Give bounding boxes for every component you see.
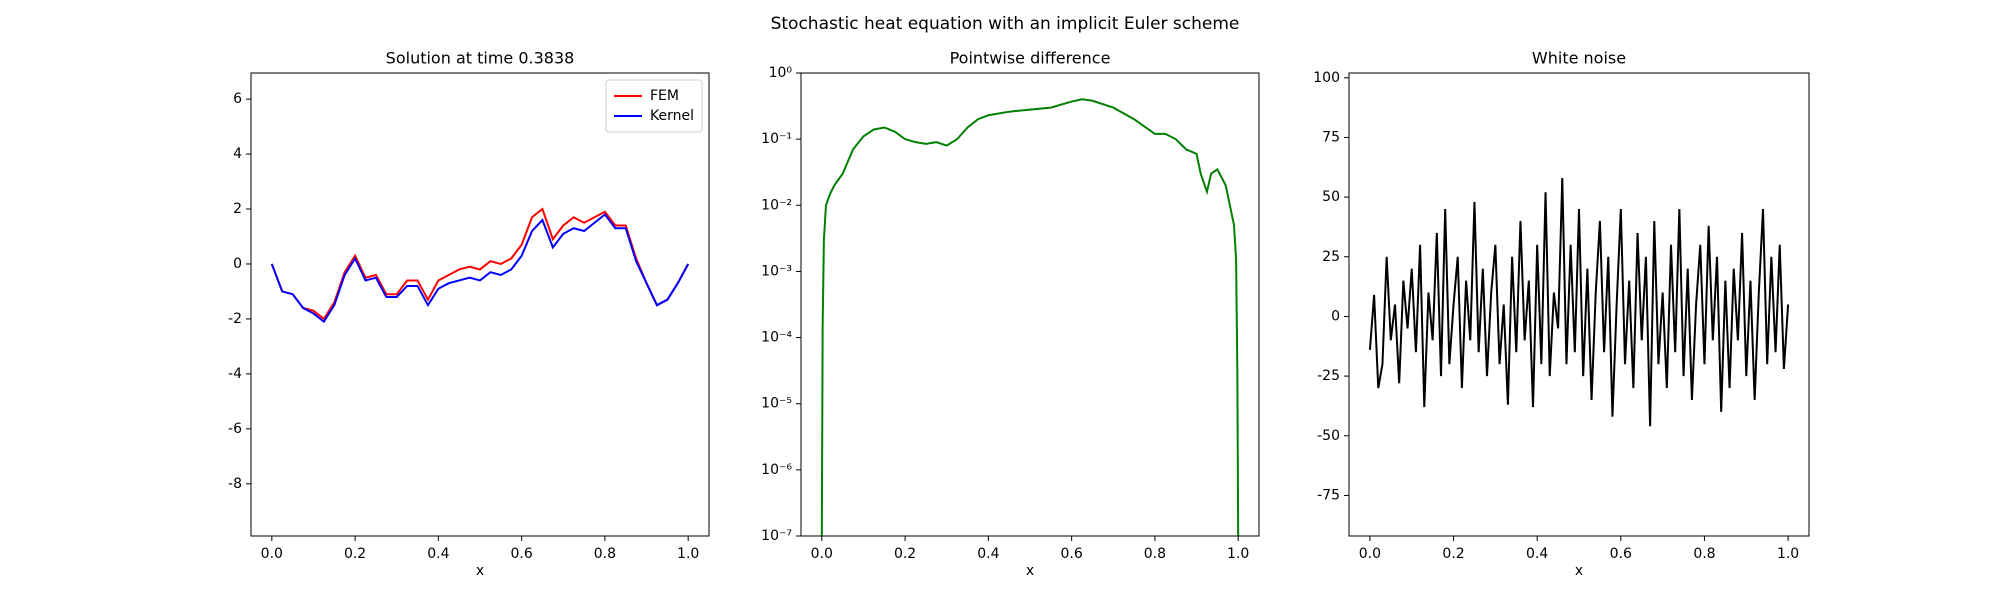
y-tick-label: 2 — [233, 201, 242, 217]
y-tick-label: 100 — [1313, 70, 1340, 86]
y-tick-label: 25 — [1322, 249, 1340, 265]
x-tick-label: 0.6 — [1610, 546, 1632, 562]
x-tick-label: 0.8 — [1693, 546, 1715, 562]
x-tick-label: 0.8 — [594, 546, 616, 562]
x-axis-label: x — [476, 563, 484, 579]
axes-frame — [800, 72, 1260, 537]
x-tick-label: 0.8 — [1144, 546, 1166, 562]
y-tick-label: -50 — [1317, 428, 1340, 444]
y-tick-label: 10⁻⁵ — [761, 396, 792, 412]
x-tick-label: 1.0 — [1227, 546, 1249, 562]
x-tick-label: 0.2 — [344, 546, 366, 562]
x-tick-label: 0.0 — [1359, 546, 1381, 562]
y-tick-label: 10⁰ — [769, 65, 793, 81]
y-tick-label: 6 — [233, 91, 242, 107]
y-tick-label: -75 — [1317, 487, 1340, 503]
y-tick-label: -6 — [228, 421, 242, 437]
y-tick-label: 10⁻³ — [761, 263, 792, 279]
axes-frame — [1348, 72, 1810, 537]
subplot-title: Pointwise difference — [950, 49, 1111, 68]
y-tick-label: 10⁻⁴ — [761, 330, 792, 346]
y-tick-label: 50 — [1322, 189, 1340, 205]
y-tick-label: -2 — [228, 311, 242, 327]
subplot-title: White noise — [1532, 49, 1626, 68]
y-tick-label: 75 — [1322, 129, 1340, 145]
x-tick-label: 0.2 — [1442, 546, 1464, 562]
series-line — [270, 213, 690, 324]
x-tick-label: 0.4 — [977, 546, 999, 562]
y-tick-label: 4 — [233, 146, 242, 162]
series-line — [820, 98, 1240, 537]
axes-frame — [250, 72, 710, 537]
x-tick-label: 1.0 — [1777, 546, 1799, 562]
y-tick-label: 10⁻⁷ — [761, 528, 792, 544]
legend-box — [605, 79, 703, 133]
x-tick-label: 0.0 — [261, 546, 283, 562]
x-tick-label: 0.2 — [894, 546, 916, 562]
x-tick-label: 0.6 — [1061, 546, 1083, 562]
y-tick-label: 0 — [233, 256, 242, 272]
y-tick-label: 10⁻² — [761, 197, 792, 213]
subplot-title: Solution at time 0.3838 — [386, 49, 575, 68]
y-tick-label: 0 — [1331, 308, 1340, 324]
x-axis-label: x — [1575, 563, 1583, 579]
x-tick-label: 0.4 — [1526, 546, 1548, 562]
x-tick-label: 0.6 — [511, 546, 533, 562]
x-axis-label: x — [1026, 563, 1034, 579]
x-tick-label: 1.0 — [677, 546, 699, 562]
legend-label: FEM — [650, 88, 679, 104]
x-tick-label: 0.4 — [427, 546, 449, 562]
y-tick-label: -4 — [228, 366, 242, 382]
y-tick-label: 10⁻¹ — [761, 131, 792, 147]
legend-label: Kernel — [650, 108, 694, 124]
series-line — [1368, 177, 1790, 427]
y-tick-label: 10⁻⁶ — [761, 462, 792, 478]
x-tick-label: 0.0 — [811, 546, 833, 562]
y-tick-label: -8 — [228, 476, 242, 492]
y-tick-label: -25 — [1317, 368, 1340, 384]
figure-title: Stochastic heat equation with an implici… — [771, 14, 1240, 34]
